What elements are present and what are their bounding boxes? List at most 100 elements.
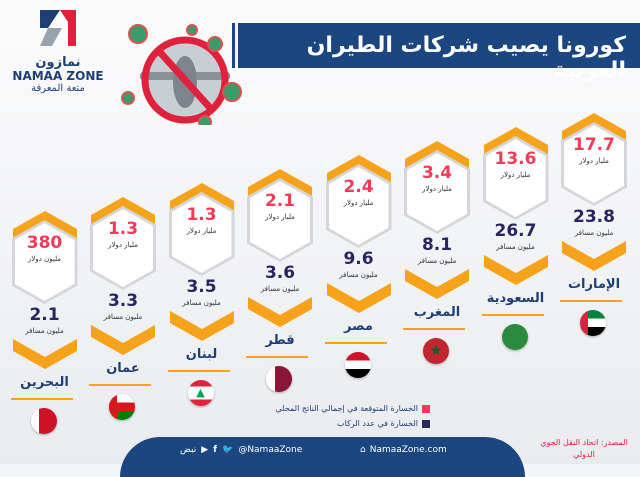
chevron-up-icon [405, 141, 469, 171]
twitter-icon[interactable]: 🐦 [222, 445, 234, 455]
logo: نمازون NAMAA ZONE متعة المعرفة [8, 8, 108, 95]
gdp-loss-unit: مليار دولار [500, 171, 531, 179]
country-name: مصر [344, 319, 373, 334]
divider [324, 342, 387, 344]
divider [246, 356, 308, 358]
divider [560, 300, 622, 302]
hexagon [171, 195, 232, 273]
logo-english: NAMAA ZONE [12, 69, 104, 83]
country-name: السعودية [486, 291, 545, 306]
country-name: عمان [106, 361, 140, 376]
gdp-loss-unit: مليون دولار [27, 255, 62, 263]
country-name: قطر [265, 333, 295, 348]
egypt-flag-icon [344, 352, 371, 378]
passenger-loss-unit: مليون مسافر [182, 299, 221, 307]
divider [167, 370, 230, 372]
gdp-loss-value: 17.7 [573, 135, 615, 155]
saudi-flag-icon [501, 324, 528, 350]
lebanon-flag-icon: ▲ [187, 380, 214, 406]
namaa-zone-logo-icon [40, 10, 76, 46]
divider [89, 384, 151, 386]
legend-item-gdp: الخسارة المتوقعة في إجمالي الناتج المحلي [240, 404, 430, 413]
youtube-icon[interactable]: ▶ [201, 445, 209, 455]
bahrain-flag-icon [30, 408, 57, 434]
country-name: الإمارات [567, 277, 621, 292]
country-card: 380 مليون دولار 2.1 مليون مسافر البحرين [5, 211, 85, 451]
passenger-loss-unit: مليون مسافر [496, 243, 535, 251]
social-handle[interactable]: @NamaaZone [238, 445, 303, 455]
passenger-loss-value: 8.1 [421, 235, 453, 255]
hexagon [14, 223, 75, 301]
home-icon: ⌂ [360, 445, 366, 455]
chevron-up-icon [12, 211, 77, 241]
hexagon [250, 181, 310, 259]
legend-label: الخسارة المتوقعة في إجمالي الناتج المحلي [275, 404, 418, 413]
chevron-down-icon [91, 325, 155, 355]
passenger-loss-unit: مليون مسافر [417, 257, 457, 265]
website-link[interactable]: NamaaZone.com [369, 445, 447, 455]
passenger-loss-unit: مليون مسافر [103, 313, 143, 321]
morocco-flag-icon: ★ [423, 338, 449, 364]
logo-tagline: متعة المعرفة [31, 83, 85, 94]
country-name: المغرب [413, 305, 461, 320]
country-name: البحرين [20, 375, 69, 390]
hexagon [93, 209, 153, 287]
divider [10, 398, 73, 400]
facebook-icon[interactable]: f [213, 445, 218, 455]
hexagon [328, 167, 389, 245]
logo-arabic: نمازون [35, 55, 81, 70]
passenger-loss-unit: مليون مسافر [25, 327, 64, 335]
gdp-loss-value: 13.6 [494, 149, 537, 169]
divider [403, 328, 465, 330]
gdp-loss-value: 1.3 [107, 219, 139, 239]
chevron-down-icon [562, 241, 626, 271]
passenger-loss-unit: مليون مسافر [260, 285, 300, 293]
gdp-loss-unit: مليار دولار [343, 199, 374, 207]
passenger-loss-unit: مليون مسافر [574, 229, 614, 237]
chevron-up-icon [483, 127, 548, 157]
chevron-down-icon [12, 339, 77, 369]
gdp-loss-unit: مليار دولار [265, 213, 295, 221]
nabd-label[interactable]: نبض [180, 445, 197, 455]
chevron-up-icon [326, 155, 391, 185]
oman-flag-icon [109, 394, 135, 420]
gdp-loss-value: 3.4 [421, 163, 453, 183]
title-banner: كورونا يصيب شركات الطيران العربية [238, 23, 640, 83]
chevron-up-icon [248, 169, 312, 199]
gdp-loss-value: 2.4 [343, 177, 374, 197]
passenger-loss-unit: مليون مسافر [339, 271, 378, 279]
passenger-loss-value: 26.7 [494, 221, 537, 241]
hexagon [564, 125, 624, 203]
chevron-down-icon [169, 311, 234, 341]
country-card: 1.3 مليار دولار 3.3 مليون مسافر عمان [83, 197, 163, 437]
uae-flag-icon [580, 310, 606, 336]
gdp-loss-unit: مليار دولار [186, 227, 217, 235]
gdp-loss-unit: مليار دولار [579, 157, 609, 165]
country-card: 1.3 مليار دولار 3.5 مليون مسافر لبنان ▲ [162, 183, 242, 423]
country-card: 3.4 مليار دولار 8.1 مليون مسافر المغرب ★ [397, 141, 477, 381]
chevron-up-icon [169, 183, 234, 213]
page-title: كورونا يصيب شركات الطيران العربية [306, 33, 626, 83]
footer-bar: نبض ▶ f 🐦 @NamaaZone ⌂ NamaaZone.com [120, 437, 525, 477]
passenger-loss-value: 3.5 [186, 277, 217, 297]
gdp-loss-value: 1.3 [186, 205, 217, 225]
chevron-down-icon [483, 255, 548, 285]
chevron-up-icon [91, 197, 155, 227]
passenger-loss-value: 2.1 [29, 305, 60, 325]
no-flights-virus-illustration [121, 24, 242, 125]
chevron-down-icon [248, 297, 312, 327]
chevron-up-icon [562, 113, 626, 143]
chevron-down-icon [405, 269, 469, 299]
gdp-loss-value: 2.1 [264, 191, 296, 211]
gdp-loss-unit: مليار دولار [108, 241, 138, 249]
legend-swatch [422, 404, 430, 413]
legend-swatch [422, 419, 430, 428]
country-card: 13.6 مليار دولار 26.7 مليون مسافر السعود… [476, 127, 556, 367]
passenger-loss-value: 9.6 [343, 249, 374, 269]
country-name: لبنان [185, 347, 218, 362]
legend-item-passengers: الخسارة في عدد الركاب [240, 419, 430, 428]
gdp-loss-value: 380 [26, 233, 63, 253]
passenger-loss-value: 3.6 [264, 263, 296, 283]
country-card: 2.4 مليار دولار 9.6 مليون مسافر مصر [319, 155, 399, 395]
chevron-down-icon [326, 283, 391, 313]
